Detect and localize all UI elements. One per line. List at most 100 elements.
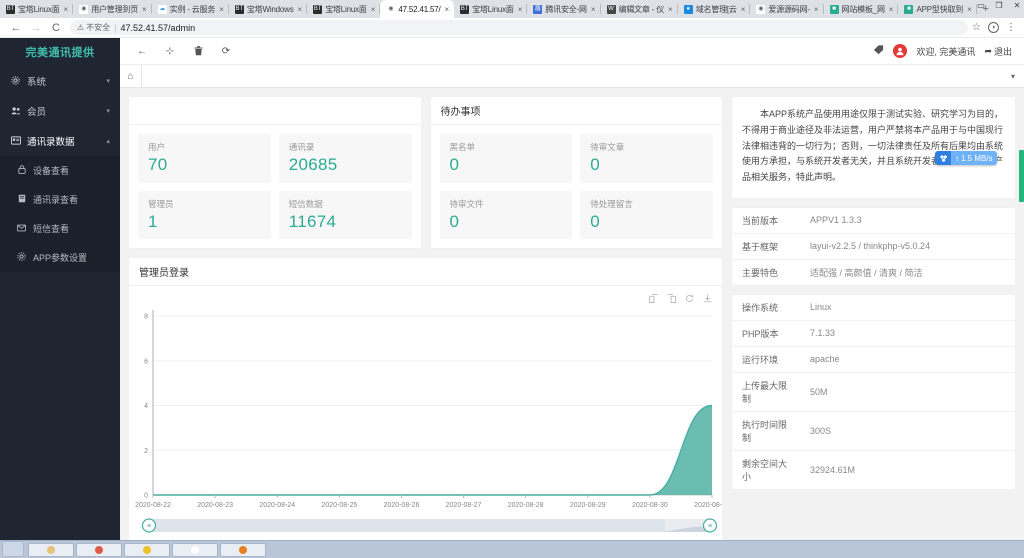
tab-close-icon[interactable]: × <box>297 4 303 14</box>
notice-card: 本APP系统产品使用用途仅限于测试实验、研究学习为目的，不得用于商业途径及非法运… <box>731 96 1016 199</box>
browser-menu-icon[interactable]: ⋮ <box>1006 22 1016 33</box>
stat-users[interactable]: 用户 70 <box>138 134 271 183</box>
svg-text:≡: ≡ <box>147 523 151 530</box>
restore-icon[interactable] <box>685 294 694 305</box>
tag-icon[interactable] <box>873 44 884 58</box>
tab-close-icon[interactable]: × <box>740 4 746 14</box>
browser-tab-2[interactable]: ☁ 实例 - 云服务 × <box>152 0 229 18</box>
bookmark-star-icon[interactable]: ☆ <box>972 22 981 33</box>
sidebar-subitem-0[interactable]: 设备查看 <box>0 156 120 185</box>
trash-icon[interactable] <box>184 39 212 63</box>
tab-close-icon[interactable]: × <box>967 4 972 14</box>
tab-close-icon[interactable]: × <box>668 4 673 14</box>
sidebar-subitem-2[interactable]: 短信查看 <box>0 214 120 243</box>
version-info-card: 当前版本 APPV1 1.3.3 基于框架 layui-v2.2.5 / thinkp… <box>731 206 1016 286</box>
refresh-icon[interactable]: ⟳ <box>221 45 231 57</box>
sidebar-item-2[interactable]: 通讯录数据 ▴ <box>0 126 120 156</box>
sidebar-subitem-label: 通讯录查看 <box>33 195 79 205</box>
address-bar[interactable]: ⚠ 不安全 | 47.52.41.57/admin <box>70 20 969 35</box>
todo-review-articles-label: 待审文章 <box>590 142 625 152</box>
sidebar-subitem-3[interactable]: APP参数设置 <box>0 243 120 272</box>
taskbar-item-5[interactable] <box>220 542 266 557</box>
server-info-value: 7.1.33 <box>800 320 1015 347</box>
todo-blacklist-value: 0 <box>449 155 460 174</box>
fullscreen-icon[interactable]: ⊹ <box>165 45 175 57</box>
tab-label: 宝塔Windows <box>246 4 294 14</box>
start-button[interactable] <box>2 541 24 557</box>
browser-tab-12[interactable]: ■ APP型快取到 × <box>898 0 977 18</box>
stat-admins[interactable]: 管理员 1 <box>138 190 271 240</box>
tab-separator <box>599 4 601 14</box>
todo-review-articles[interactable]: 待审文章 0 <box>580 134 713 183</box>
stat-sms[interactable]: 短信数据 11674 <box>278 190 412 240</box>
browser-tab-10[interactable]: ◉ 爱源源码网- × <box>750 0 824 18</box>
tab-home[interactable]: ⌂ <box>120 65 142 87</box>
sidebar-item-1[interactable]: 会员 ▾ <box>0 96 120 126</box>
back-arrow-icon[interactable]: ← <box>137 45 147 57</box>
chart-datazoom-handle-left[interactable]: ≡ <box>141 518 157 533</box>
back-button[interactable]: ← <box>10 21 22 34</box>
tab-label: 宝塔Linux面 <box>18 4 60 14</box>
browser-tab-11[interactable]: ■ 网站模板_网 × <box>824 0 899 18</box>
tab-close-icon[interactable]: × <box>142 4 147 14</box>
browser-tab-5[interactable]: ◉ 47.52.41.57/× <box>380 0 455 18</box>
tab-close-icon[interactable]: × <box>590 4 596 14</box>
browser-tab-7[interactable]: 盾腾讯安全-网 × <box>527 0 601 18</box>
tab-favicon-icon: ■ <box>904 4 914 14</box>
browser-tab-8[interactable]: W 编辑文章 - 仪 × <box>601 0 678 18</box>
reload-button[interactable]: C <box>52 21 60 34</box>
chart-ytick-label: 2 <box>144 448 148 455</box>
taskbar-item-4[interactable] <box>172 542 218 557</box>
browser-tab-0[interactable]: BT 宝塔Linux面 × <box>0 0 74 18</box>
tab-label: 用户管理到页 <box>91 4 139 14</box>
taskbar-item-2[interactable] <box>76 542 122 557</box>
avatar[interactable] <box>893 44 908 58</box>
tab-close-icon[interactable]: × <box>888 4 894 14</box>
browser-tab-1[interactable]: ◉ 用户管理到页 × <box>73 0 152 18</box>
forward-button[interactable]: → <box>30 21 42 34</box>
minimize-button[interactable]: ▭ <box>977 1 985 10</box>
close-window-button[interactable]: ✕ <box>1013 1 1021 10</box>
chart-datazoom-window[interactable] <box>149 519 666 533</box>
logout-label: 退出 <box>993 46 1012 57</box>
download-icon[interactable] <box>703 294 712 305</box>
taskbar-item-1[interactable] <box>28 542 74 557</box>
browser-tab-3[interactable]: BT 宝塔Windows × <box>229 0 308 18</box>
tab-close-icon[interactable]: × <box>370 4 376 14</box>
todo-pending-messages[interactable]: 待处理留言 0 <box>580 190 713 240</box>
tab-favicon-icon: ● <box>683 4 693 14</box>
profile-avatar-icon[interactable]: ◖ <box>988 22 999 33</box>
area-toggle-icon[interactable] <box>649 294 658 305</box>
tabbar-chevron-down-icon[interactable]: ▾ <box>1010 71 1015 81</box>
tab-close-icon[interactable]: × <box>63 4 69 14</box>
browser-tab-6[interactable]: BT 宝塔Linux面 × <box>454 0 528 18</box>
tab-label: APP型快取到 <box>916 4 964 14</box>
stat-contacts[interactable]: 通讯录 20685 <box>278 134 412 183</box>
chart-datazoom-handle-right[interactable]: ≡ <box>702 518 718 533</box>
tab-close-icon[interactable]: × <box>219 4 224 14</box>
new-tab-button[interactable]: + <box>982 3 989 15</box>
todo-review-files[interactable]: 待审文件 0 <box>439 190 573 240</box>
network-speed-badge[interactable]: ↑ 1.5 MB/s <box>935 151 997 165</box>
tab-close-icon[interactable]: × <box>813 4 819 14</box>
maximize-button[interactable]: ❐ <box>995 1 1003 10</box>
dashboard-left-column: 用户 70 通讯录 20685 <box>128 96 723 542</box>
todo-card-title: 待办事项 <box>430 97 722 125</box>
line-toggle-icon[interactable] <box>667 294 676 305</box>
dashboard-right-column: 本APP系统产品使用用途仅限于测试实验、研究学习为目的，不得用于商业途径及非法运… <box>731 96 1016 490</box>
browser-tab-9[interactable]: ● 域名管理[云 × <box>678 0 751 18</box>
tab-close-icon[interactable]: × <box>444 4 450 14</box>
todo-blacklist[interactable]: 黑名单 0 <box>439 134 573 183</box>
taskbar-item-3[interactable] <box>124 542 170 557</box>
server-info-value: 50M <box>800 372 1015 412</box>
browser-tab-4[interactable]: BT 宝塔Linux面 × <box>307 0 381 18</box>
logout-button[interactable]: ➦ 退出 <box>984 45 1012 58</box>
sidebar-item-0[interactable]: 系统 ▾ <box>0 66 120 96</box>
server-info-value: Linux <box>800 294 1015 321</box>
sidebar-subitem-1[interactable]: 通讯录查看 <box>0 185 120 214</box>
server-info-key: 上传最大限制 <box>732 372 800 412</box>
top-stats-row: 用户 70 通讯录 20685 <box>128 96 723 250</box>
tab-favicon-icon: 盾 <box>533 4 543 14</box>
tab-close-icon[interactable]: × <box>517 4 523 14</box>
login-chart[interactable]: 0 2 4 6 8 2020-08-22 2020-08-23 2020-08-24 2020-… <box>129 286 722 541</box>
